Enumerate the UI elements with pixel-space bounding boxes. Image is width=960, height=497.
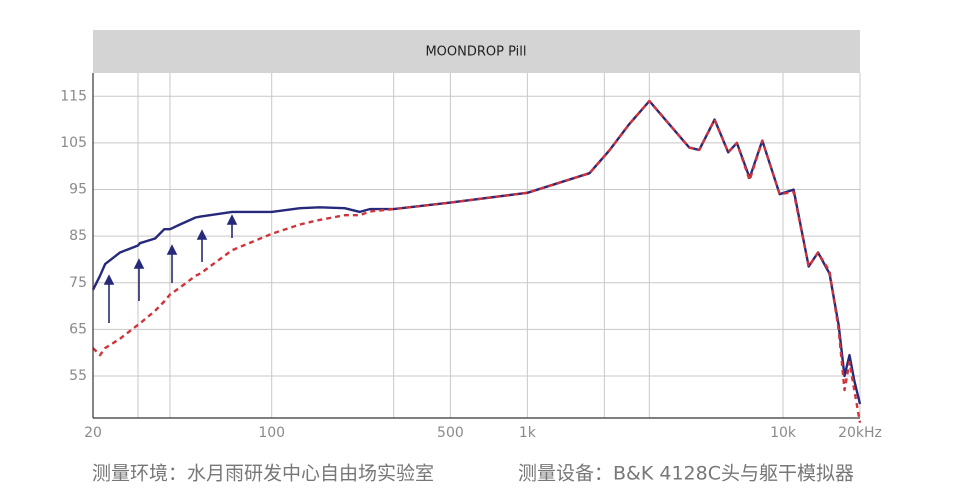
y-tick-label: 55 bbox=[69, 368, 87, 384]
footer-equipment: 测量设备：B&K 4128C头与躯干模拟器 bbox=[518, 463, 854, 485]
y-tick-label: 95 bbox=[69, 182, 87, 198]
y-tick-label: 105 bbox=[60, 135, 87, 151]
x-tick-label: 1k bbox=[519, 425, 537, 441]
x-tick-label: 10k bbox=[770, 425, 797, 441]
y-tick-label: 65 bbox=[69, 321, 87, 337]
arrows bbox=[103, 214, 238, 323]
title-band bbox=[93, 30, 860, 73]
plot-area bbox=[93, 73, 860, 418]
y-tick-label: 85 bbox=[69, 228, 87, 244]
x-tick-label: 20kHz bbox=[838, 425, 882, 441]
series-line bbox=[92, 99, 862, 423]
y-tick-label: 115 bbox=[60, 88, 87, 104]
x-tick-label: 500 bbox=[437, 425, 464, 441]
x-tick-label: 100 bbox=[258, 425, 285, 441]
chart-title: MOONDROP Pill bbox=[425, 45, 526, 60]
footer-environment: 测量环境：水月雨研发中心自由场实验室 bbox=[92, 463, 434, 485]
y-tick-label: 75 bbox=[69, 275, 87, 291]
x-tick-label: 20 bbox=[84, 425, 102, 441]
